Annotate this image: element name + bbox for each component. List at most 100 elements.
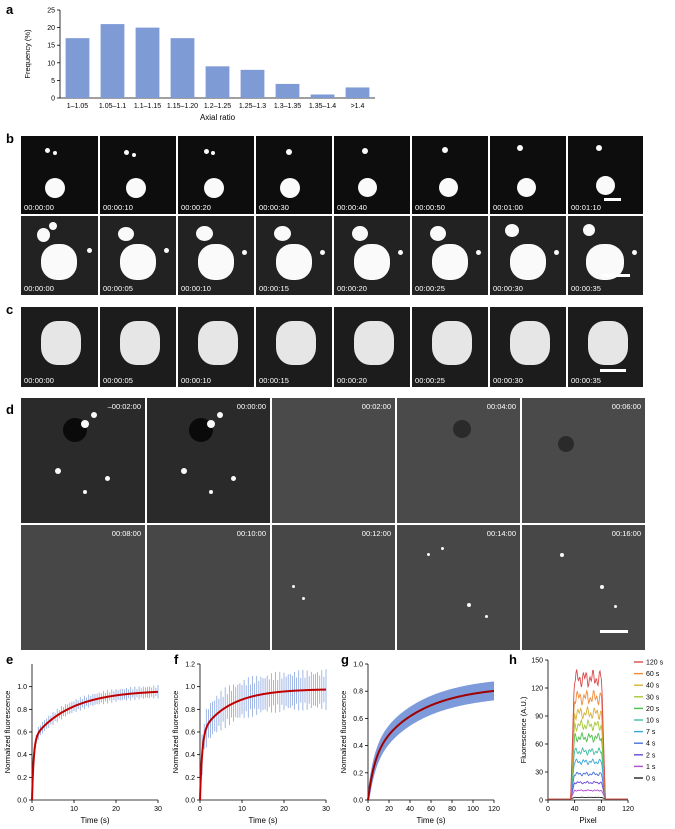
scale-bar <box>602 274 630 277</box>
timestamp: 00:00:40 <box>337 203 367 212</box>
x-tick-label: 40 <box>571 806 579 813</box>
timestamp: 00:00:20 <box>181 203 211 212</box>
timestamp: 00:02:00 <box>361 402 391 411</box>
y-tick-label: 0.2 <box>17 775 27 782</box>
micrograph-d2-4: 00:14:00 <box>397 525 520 650</box>
chart-frap-e: 0.0 0.2 0.4 0.6 0.8 1.0 0 10 20 30 Time (s) Normali… <box>3 664 162 825</box>
x-tick-label: 0 <box>198 806 202 813</box>
bar <box>170 38 195 98</box>
x-tick-label: 20 <box>385 806 393 813</box>
x-tick-label: 30 <box>154 806 162 813</box>
x-tick-label: 1.25–1.3 <box>239 103 266 110</box>
x-tick-label: 40 <box>406 806 414 813</box>
bar <box>205 66 230 98</box>
x-tick-label: 1.3–1.35 <box>274 103 301 110</box>
x-tick-label: 60 <box>427 806 435 813</box>
timestamp: 00:00:35 <box>571 284 601 293</box>
timestamp: 00:00:25 <box>415 376 445 385</box>
x-tick-label: 30 <box>322 806 330 813</box>
x-tick-label: >1.4 <box>351 103 365 110</box>
series-line <box>548 731 628 800</box>
y-tick-label: 0.4 <box>17 752 27 759</box>
micrograph-row-d1: –00:02:00 00:00:00 00:02:00 00:04:00 00:… <box>21 398 645 523</box>
micrograph-c-2: 00:00:05 <box>100 307 176 387</box>
timestamp: 00:00:25 <box>415 284 445 293</box>
y-tick-label: 1.0 <box>353 662 363 669</box>
y-tick-label: 60 <box>535 742 543 749</box>
micrograph-b2-1: 00:00:00 <box>21 216 98 295</box>
y-tick-label: 1.0 <box>17 684 27 691</box>
y-tick-label: 0.4 <box>185 752 195 759</box>
series-line <box>548 746 628 800</box>
panel-label-a: a <box>6 2 14 17</box>
scale-bar <box>600 630 628 633</box>
y-tick-label: 0.6 <box>185 730 195 737</box>
bar <box>310 94 335 98</box>
y-tick-label: 0.2 <box>353 770 363 777</box>
micrograph-c-7: 00:00:30 <box>490 307 566 387</box>
x-tick-label: 80 <box>597 806 605 813</box>
y-tick-label: 25 <box>47 8 55 15</box>
micrograph-d2-1: 00:08:00 <box>21 525 145 650</box>
y-tick-label: 0 <box>539 798 543 805</box>
bar <box>240 69 265 98</box>
bar <box>135 27 160 99</box>
panel-label-f: f <box>174 652 179 667</box>
legend-label: 10 s <box>646 718 660 725</box>
timestamp: 00:08:00 <box>111 529 141 538</box>
legend-label: 2 s <box>646 752 656 759</box>
chart-intensity-profile: 0 30 60 90 120 150 0 40 80 120 Pixel Fluorescence (… <box>519 658 664 826</box>
bar <box>275 83 300 98</box>
y-axis-label: Normalized fluorescence <box>171 691 180 774</box>
micrograph-row-c: 00:00:00 00:00:05 00:00:10 00:00:15 00:0… <box>21 307 643 387</box>
micrograph-b1-1: 00:00:00 <box>21 136 98 214</box>
micrograph-b1-6: 00:00:50 <box>412 136 488 214</box>
y-tick-label: 0.6 <box>353 716 363 723</box>
x-tick-label: 1.05–1.1 <box>99 103 126 110</box>
timestamp: 00:01:00 <box>493 203 523 212</box>
scale-bar <box>600 369 626 372</box>
series-line <box>548 758 628 800</box>
timestamp: 00:00:10 <box>181 376 211 385</box>
timestamp: 00:00:00 <box>24 284 54 293</box>
timestamp: 00:00:15 <box>259 376 289 385</box>
y-tick-label: 0.0 <box>353 798 363 805</box>
timestamp: 00:00:00 <box>236 402 266 411</box>
micrograph-b2-4: 00:00:15 <box>256 216 332 295</box>
legend-label: 7 s <box>646 729 656 736</box>
micrograph-d2-2: 00:10:00 <box>147 525 270 650</box>
series-line <box>548 718 628 800</box>
micrograph-c-8: 00:00:35 <box>568 307 643 387</box>
y-axis-label: Normalized fluorescence <box>3 691 12 774</box>
x-tick-label: 100 <box>467 806 479 813</box>
series-line <box>548 669 628 800</box>
fit-curve <box>367 689 495 801</box>
micrograph-c-1: 00:00:00 <box>21 307 98 387</box>
bar <box>345 87 370 98</box>
panel-label-c: c <box>6 302 14 317</box>
fit-curve <box>199 688 327 801</box>
micrograph-row-d2: 00:08:00 00:10:00 00:12:00 00:14:00 00:1… <box>21 525 645 650</box>
timestamp: 00:06:00 <box>611 402 641 411</box>
y-tick-label: 10 <box>47 60 55 67</box>
micrograph-d1-4: 00:04:00 <box>397 398 520 523</box>
legend-label: 60 s <box>646 671 660 678</box>
y-tick-label: 90 <box>535 714 543 721</box>
timestamp: 00:00:20 <box>337 376 367 385</box>
panel-label-e: e <box>6 652 14 667</box>
y-tick-label: 150 <box>531 658 543 665</box>
chart-frap-g: 0.0 0.2 0.4 0.6 0.8 1.0 0 20 40 60 80 100 120 Time (s… <box>339 662 500 826</box>
micrograph-c-6: 00:00:25 <box>412 307 488 387</box>
timestamp: 00:00:35 <box>571 376 601 385</box>
legend-label: 0 s <box>646 776 656 783</box>
micrograph-b2-3: 00:00:10 <box>178 216 254 295</box>
y-tick-label: 0.2 <box>185 775 195 782</box>
y-axis-label: Normalized fluorescence <box>339 691 348 774</box>
panel-label-g: g <box>341 652 349 667</box>
x-axis-label: Time (s) <box>248 816 277 825</box>
y-tick-label: 15 <box>47 43 55 50</box>
x-tick-label: 20 <box>280 806 288 813</box>
micrograph-b1-7: 00:01:00 <box>490 136 566 214</box>
micrograph-d2-5: 00:16:00 <box>522 525 645 650</box>
series-line <box>548 689 628 800</box>
